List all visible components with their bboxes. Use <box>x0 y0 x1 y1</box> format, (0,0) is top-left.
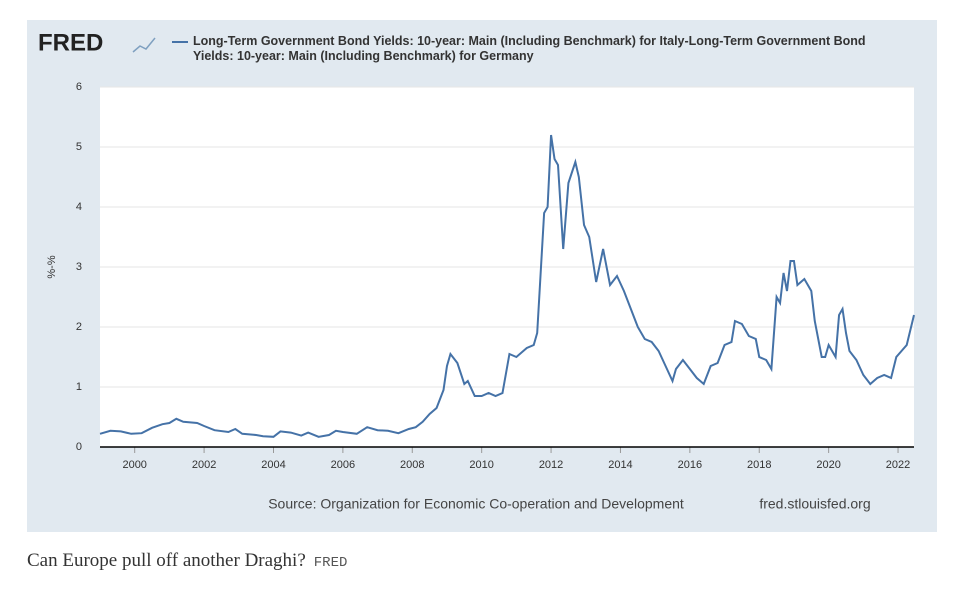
x-tick-label: 2010 <box>469 459 493 471</box>
x-tick-label: 2012 <box>539 459 563 471</box>
y-tick-label: 5 <box>76 141 82 153</box>
x-tick-label: 2018 <box>747 459 771 471</box>
legend-entry: Long-Term Government Bond Yields: 10-yea… <box>193 34 866 63</box>
series-line <box>99 134 915 438</box>
y-tick-label: 2 <box>76 321 82 333</box>
site: fred.stlouisfed.org <box>759 496 870 512</box>
logo: FRED <box>38 29 103 56</box>
x-tick-label: 2000 <box>122 459 146 471</box>
y-tick-label: 6 <box>76 81 82 93</box>
caption-text: Can Europe pull off another Draghi? <box>27 550 306 571</box>
x-tick-label: 2008 <box>400 459 424 471</box>
caption: Can Europe pull off another Draghi? FRED <box>27 550 347 572</box>
y-tick-label: 0 <box>76 441 82 453</box>
logo-icon <box>132 37 156 53</box>
y-axis-label: %-% <box>46 255 58 278</box>
y-tick-label: 4 <box>76 201 82 213</box>
caption-credit: FRED <box>313 555 348 571</box>
x-tick-label: 2014 <box>608 459 632 471</box>
x-tick-label: 2020 <box>816 459 840 471</box>
y-tick-label: 3 <box>76 261 82 273</box>
y-tick-label: 1 <box>76 381 82 393</box>
x-tick-label: 2022 <box>886 459 910 471</box>
x-tick-label: 2006 <box>331 459 355 471</box>
x-tick-label: 2016 <box>678 459 702 471</box>
source: Source: Organization for Economic Co-ope… <box>268 496 684 512</box>
x-tick-label: 2004 <box>261 459 285 471</box>
x-tick-label: 2002 <box>192 459 216 471</box>
